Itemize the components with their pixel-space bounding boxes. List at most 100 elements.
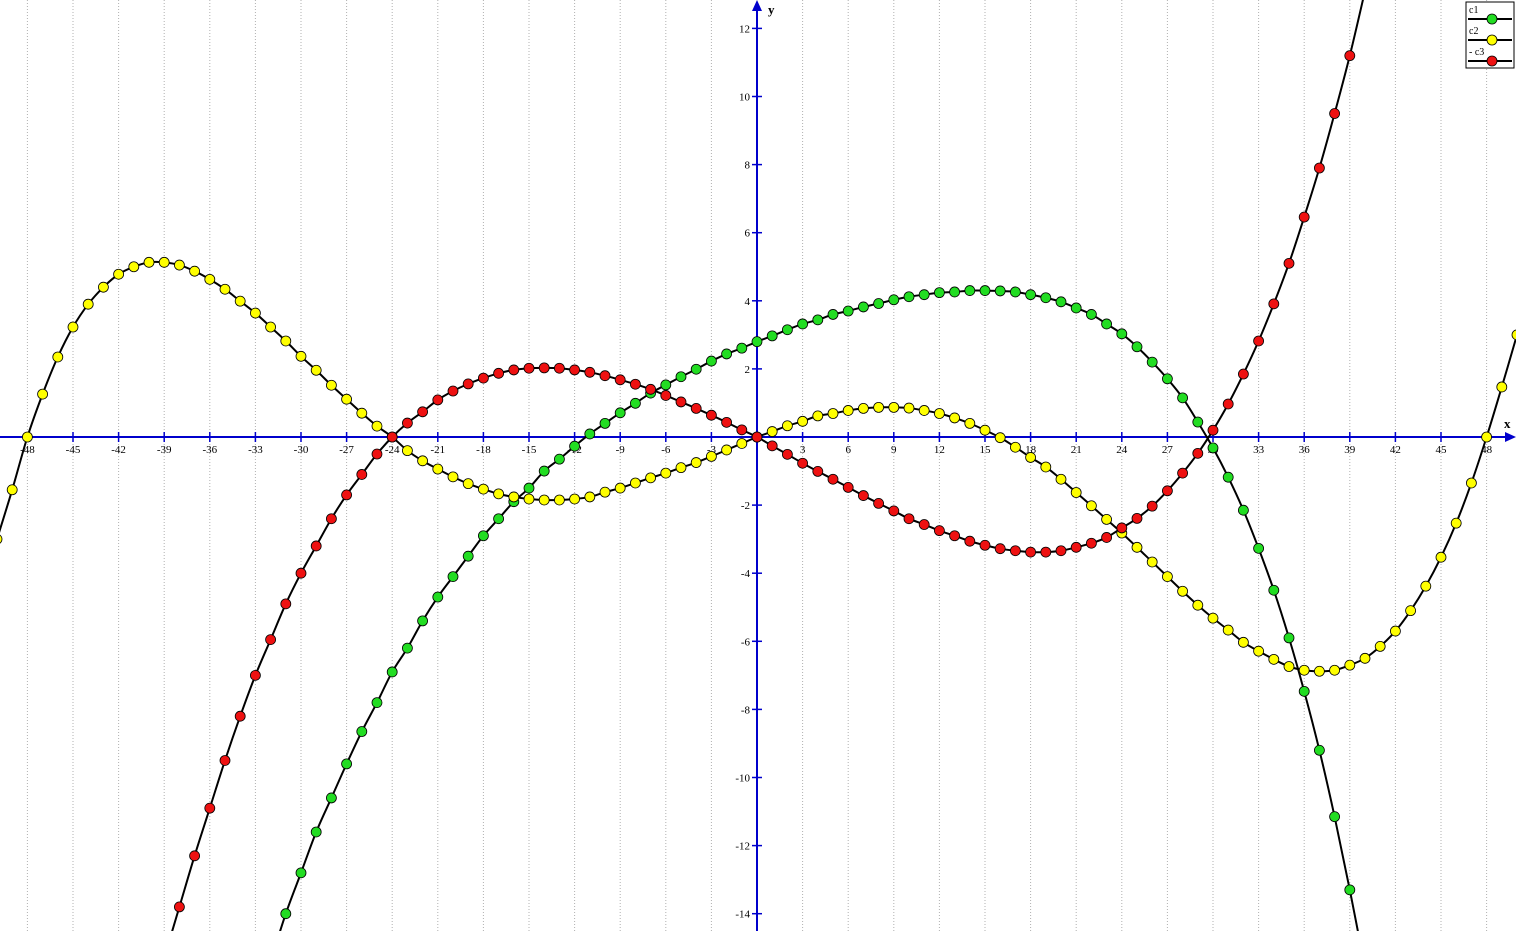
data-point-1	[1116, 328, 1128, 340]
data-point-2	[1283, 661, 1295, 672]
data-point-2	[341, 393, 353, 405]
x-tick-label: 45	[1436, 444, 1448, 456]
data-point-1	[325, 792, 337, 804]
data-point-2	[52, 351, 64, 363]
data-point-2	[1010, 441, 1021, 453]
data-point-3	[1040, 546, 1052, 558]
data-point-1	[614, 407, 626, 419]
data-point-1	[1344, 884, 1356, 896]
x-tick-label: -45	[66, 444, 81, 456]
x-tick-label: -18	[476, 444, 491, 456]
data-point-1	[1146, 356, 1158, 368]
x-tick-label: -30	[294, 444, 309, 456]
data-point-2	[1040, 461, 1052, 473]
x-tick-label: 6	[845, 444, 851, 456]
data-point-1	[477, 530, 489, 542]
data-point-2	[265, 321, 277, 333]
y-tick-label: -12	[735, 841, 750, 853]
data-point-3	[173, 901, 185, 913]
data-point-1	[1101, 318, 1112, 330]
data-point-1	[1222, 471, 1234, 483]
data-point-2	[143, 256, 155, 268]
data-point-1	[858, 301, 869, 313]
data-point-2	[1192, 599, 1204, 611]
data-point-3	[1253, 335, 1264, 347]
data-point-3	[538, 362, 550, 374]
data-point-2	[173, 259, 185, 271]
data-point-3	[432, 394, 444, 406]
data-point-3	[888, 505, 900, 517]
data-point-2	[1466, 477, 1477, 489]
y-tick-label: 4	[745, 296, 751, 308]
data-point-1	[1329, 811, 1340, 823]
y-tick-label: 10	[739, 92, 751, 104]
x-tick-label: -24	[385, 444, 400, 456]
data-point-3	[1192, 447, 1204, 459]
data-point-1	[569, 440, 580, 452]
data-point-3	[523, 362, 535, 374]
data-point-2	[508, 491, 520, 503]
data-point-2	[432, 463, 444, 475]
y-tick-label: -10	[735, 773, 750, 785]
data-point-2	[858, 402, 869, 414]
data-point-1	[1070, 302, 1082, 314]
x-tick-label: 33	[1253, 444, 1265, 456]
x-tick-label: -33	[248, 444, 263, 456]
data-point-3	[280, 598, 292, 610]
data-point-2	[599, 486, 611, 498]
data-point-1	[1283, 632, 1295, 644]
data-point-2	[67, 321, 79, 333]
data-point-3	[1298, 211, 1310, 223]
data-point-3	[645, 383, 656, 395]
data-point-3	[341, 489, 353, 501]
data-point-3	[1101, 532, 1112, 543]
y-tick-label: -8	[741, 704, 751, 716]
x-axis-arrow-icon	[1505, 432, 1516, 442]
data-point-2	[1177, 585, 1188, 597]
data-point-2	[1238, 636, 1249, 648]
y-tick-label: 8	[745, 160, 751, 172]
x-tick-label: 24	[1116, 444, 1128, 456]
x-tick-label: -36	[202, 444, 217, 456]
x-tick-label: 18	[1025, 444, 1037, 456]
data-point-2	[554, 494, 565, 506]
data-point-3	[842, 481, 854, 493]
data-point-3	[1070, 541, 1082, 553]
data-point-2	[1511, 329, 1516, 341]
data-point-1	[1253, 542, 1264, 554]
data-point-2	[1435, 551, 1447, 563]
data-point-3	[721, 416, 732, 428]
data-point-2	[98, 281, 109, 293]
data-point-1	[994, 285, 1006, 297]
data-point-2	[1131, 541, 1143, 553]
data-point-2	[6, 484, 18, 496]
data-point-3	[675, 396, 687, 408]
legend-marker	[1486, 13, 1498, 25]
data-point-1	[1086, 309, 1097, 320]
tick-labels: -48-45-42-39-36-33-30-27-24-21-18-15-12-…	[20, 23, 1493, 920]
data-point-1	[706, 355, 717, 367]
data-point-2	[37, 388, 48, 400]
data-point-2	[736, 438, 748, 449]
data-point-2	[1207, 612, 1219, 624]
legend: c1 c2 - c3	[1465, 1, 1515, 69]
data-point-1	[1238, 504, 1249, 516]
data-point-1	[1010, 286, 1021, 298]
data-point-2	[417, 455, 429, 467]
data-point-1	[964, 285, 976, 296]
data-point-1	[295, 867, 307, 879]
data-point-2	[189, 265, 201, 277]
series-line-1	[279, 289, 1359, 931]
data-point-2	[523, 493, 535, 505]
y-tick-label: -4	[741, 568, 751, 580]
data-point-3	[371, 448, 383, 460]
legend-label: - c3	[1469, 47, 1484, 58]
legend-marker	[1486, 34, 1498, 46]
data-point-2	[1496, 381, 1508, 393]
y-tick-label: -14	[735, 909, 750, 921]
data-point-1	[447, 571, 459, 583]
data-point-2	[645, 472, 656, 484]
legend-label: c2	[1469, 26, 1478, 37]
data-point-1	[1131, 341, 1143, 353]
